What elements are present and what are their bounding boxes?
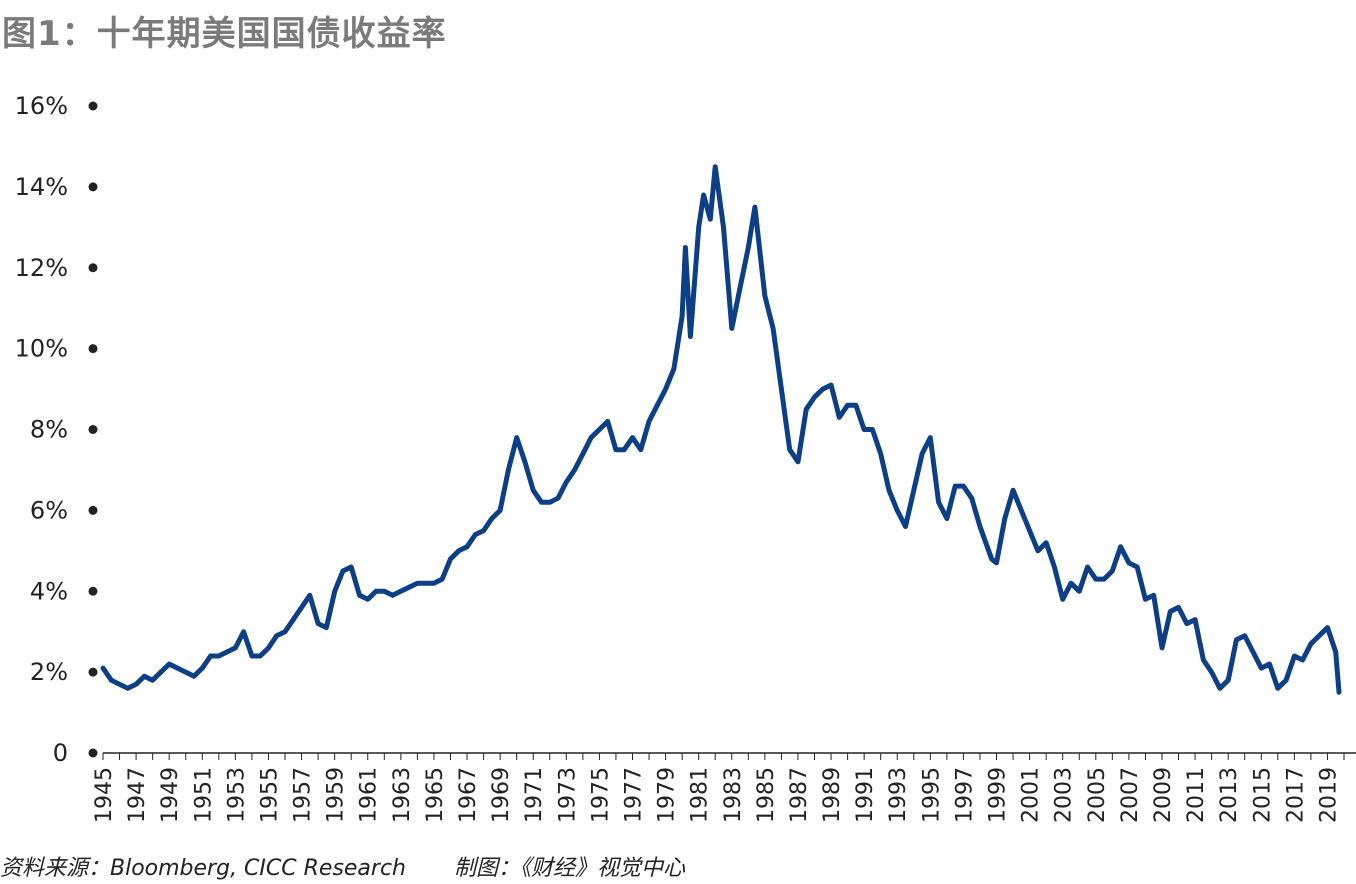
- x-tick-label: 1963: [390, 767, 415, 823]
- y-tick-dot: [88, 182, 98, 192]
- x-tick-label: 1951: [191, 767, 216, 823]
- x-tick-label: 1971: [522, 767, 547, 823]
- y-tick-dot: [88, 101, 98, 111]
- x-tick-label: 2015: [1250, 767, 1275, 823]
- x-tick-label: 2009: [1151, 767, 1176, 823]
- footer: 资料来源：Bloomberg, CICC Research 制图：《财经》视觉中心: [0, 850, 685, 882]
- y-tick-dot: [88, 263, 98, 273]
- y-axis: 0 2% 4% 6% 8% 10% 12% 14% 16%: [15, 92, 98, 767]
- x-tick-label: 1993: [886, 767, 911, 823]
- series-layer: [100, 164, 1342, 695]
- x-tick-label: 1957: [291, 767, 316, 823]
- x-tick-label: 1997: [952, 767, 977, 823]
- y-tick-dot: [88, 748, 98, 758]
- y-tick-dot: [88, 344, 98, 354]
- y-tick-dot: [88, 586, 98, 596]
- x-tick-label: 1983: [721, 767, 746, 823]
- x-tick-label: 1945: [92, 767, 117, 823]
- x-tick-label: 2001: [1019, 767, 1044, 823]
- x-tick-label: 1959: [324, 767, 349, 823]
- y-tick-label: 0: [53, 739, 68, 767]
- y-tick-label: 12%: [15, 254, 68, 282]
- x-tick-label: 1987: [787, 767, 812, 823]
- y-tick-label: 10%: [15, 335, 68, 363]
- x-tick-label: 1965: [423, 767, 448, 823]
- x-tick-label: 1975: [588, 767, 613, 823]
- x-tick-label: 1999: [986, 767, 1011, 823]
- y-tick-dot: [88, 667, 98, 677]
- x-axis: 1945 1947 1949 1951 1953 1955 1957 1959 1961 1963…: [92, 752, 1356, 823]
- x-tick-label: 1961: [357, 767, 382, 823]
- chart-title: 图1：十年期美国国债收益率: [2, 14, 447, 54]
- x-tick-label: 2005: [1085, 767, 1110, 823]
- x-tick-label: 1949: [158, 767, 183, 823]
- x-tick-label: 1969: [489, 767, 514, 823]
- x-tick-label: 1953: [224, 767, 249, 823]
- x-tick-label: 1947: [125, 767, 150, 823]
- y-tick-dot: [88, 425, 98, 434]
- series-line: [100, 164, 1342, 695]
- x-tick-label: 1981: [688, 767, 713, 823]
- x-tick-label: 1955: [257, 767, 282, 823]
- x-tick-label: 2011: [1184, 767, 1209, 823]
- x-tick-label: 1979: [655, 767, 680, 823]
- x-tick-label: 2017: [1283, 767, 1308, 823]
- x-tick-label: 1989: [820, 767, 845, 823]
- credit-note: 制图：《财经》视觉中心: [454, 856, 686, 881]
- y-tick-dot: [88, 505, 98, 515]
- x-tick-label: 2013: [1217, 767, 1242, 823]
- y-tick-label: 2%: [30, 658, 68, 686]
- x-tick-label: 1991: [853, 767, 878, 823]
- source-note: 资料来源：Bloomberg, CICC Research: [0, 856, 407, 881]
- x-tick-label: 2019: [1316, 767, 1341, 823]
- y-tick-label: 8%: [30, 416, 68, 444]
- x-tick-label: 2007: [1118, 767, 1143, 823]
- x-tick-label: 1967: [456, 767, 481, 823]
- x-tick-label: 1995: [919, 767, 944, 823]
- x-tick-label: 2003: [1052, 767, 1077, 823]
- y-tick-label: 6%: [30, 496, 68, 524]
- x-tick-label: 1973: [555, 767, 580, 823]
- y-tick-label: 14%: [15, 173, 68, 201]
- y-tick-label: 16%: [15, 92, 68, 120]
- y-tick-label: 4%: [30, 577, 68, 605]
- x-tick-label: 1977: [621, 767, 646, 823]
- x-tick-label: 1985: [754, 767, 779, 823]
